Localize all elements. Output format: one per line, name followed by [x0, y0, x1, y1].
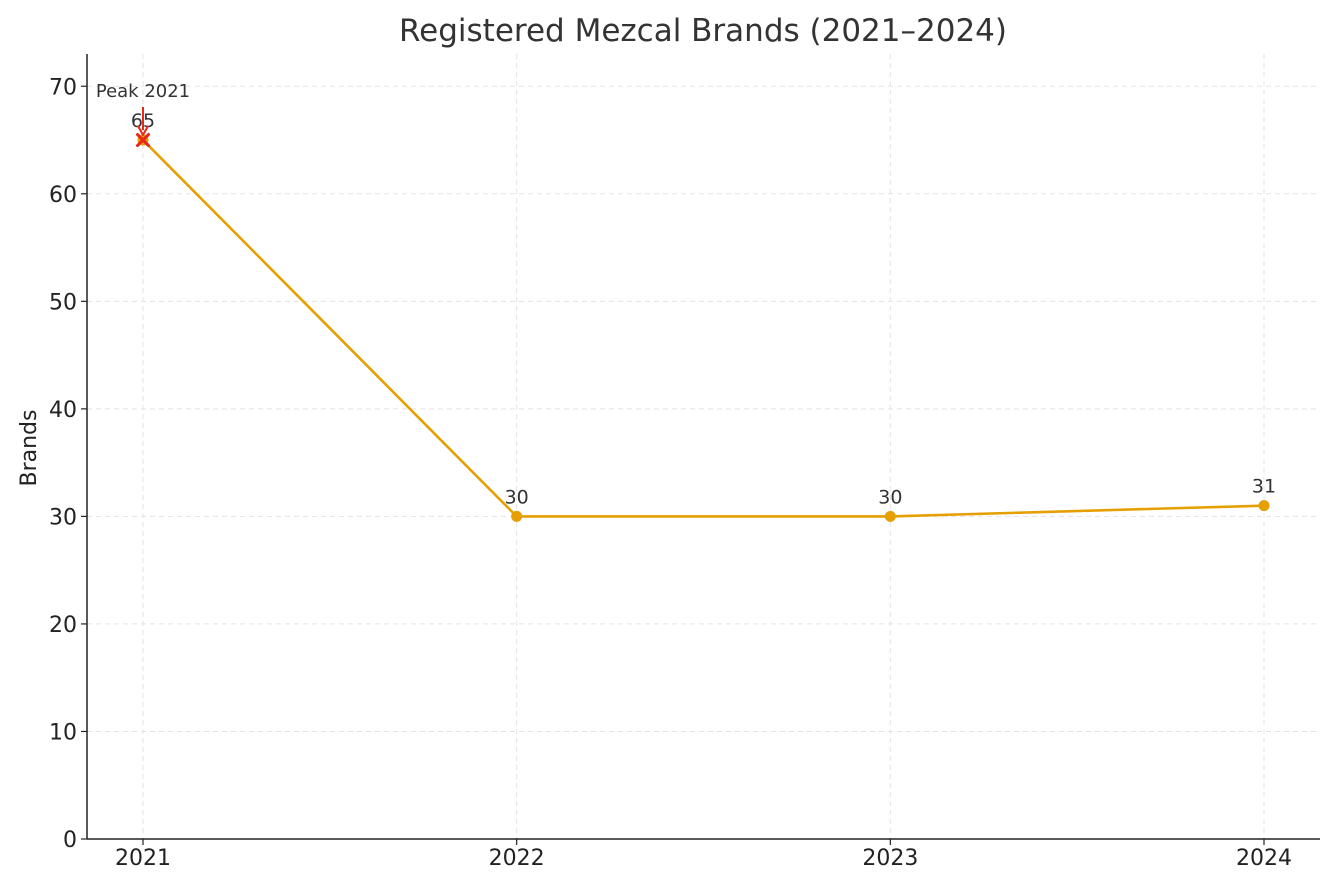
data-label: 30 — [878, 486, 902, 508]
data-point — [511, 510, 523, 522]
x-tick-label: 2024 — [1236, 846, 1292, 871]
axes — [81, 54, 1320, 845]
peak-marker — [136, 133, 150, 148]
annotation-label: Peak 2021 — [96, 81, 190, 102]
grid — [87, 54, 1320, 839]
y-tick-label: 10 — [49, 720, 77, 745]
tick-labels: 0 10 20 30 40 50 60 70 2021 2022 2023 2024 — [49, 75, 1292, 871]
y-tick-label: 30 — [49, 505, 77, 530]
data-point — [884, 510, 896, 522]
series — [136, 133, 1270, 522]
series-line — [142, 139, 1265, 518]
annotations: Peak 2021 — [96, 81, 190, 137]
annotation-arrowhead — [137, 125, 149, 137]
data-point — [1258, 500, 1270, 512]
data-label: 30 — [505, 486, 529, 508]
y-tick-label: 0 — [63, 828, 77, 853]
x-tick-label: 2022 — [489, 846, 545, 871]
x-tick-label: 2021 — [115, 846, 171, 871]
x-tick-label: 2023 — [862, 846, 918, 871]
data-label: 31 — [1252, 476, 1276, 498]
y-tick-label: 20 — [49, 613, 77, 638]
y-tick-label: 50 — [49, 290, 77, 315]
chart-title: Registered Mezcal Brands (2021–2024) — [399, 13, 1007, 49]
y-tick-label: 60 — [49, 183, 77, 208]
y-axis-label: Brands — [17, 410, 42, 487]
y-tick-label: 70 — [49, 75, 77, 100]
y-tick-label: 40 — [49, 398, 77, 423]
